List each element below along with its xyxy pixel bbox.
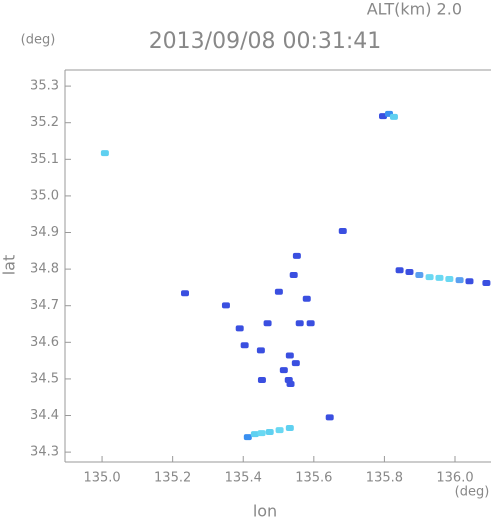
y-unit: (deg) — [21, 33, 56, 48]
y-tick-label: 34.8 — [30, 262, 59, 277]
echo-point — [389, 113, 398, 120]
echo-point — [465, 278, 474, 285]
echo-point — [181, 290, 189, 297]
y-tick-label: 34.3 — [30, 445, 59, 460]
altitude: ALT(km) 2.0 — [367, 0, 462, 19]
echo-point — [445, 275, 454, 282]
echo-point — [325, 414, 334, 421]
echo-point — [285, 424, 294, 431]
echo-point — [100, 150, 109, 157]
echo-point — [395, 267, 404, 274]
echo-point — [289, 271, 298, 278]
echo-point — [292, 252, 301, 259]
echo-point — [275, 427, 284, 434]
echo-point — [405, 269, 414, 276]
y-tick-label: 34.7 — [30, 298, 59, 313]
x-tick-label: 136.0 — [436, 471, 473, 486]
x-unit: (deg) — [455, 485, 490, 500]
echo-point — [257, 430, 266, 437]
echo-point — [455, 277, 464, 284]
x-tick-label: 135.2 — [154, 471, 191, 486]
x-axis-label: lon — [253, 502, 277, 521]
echo-point — [482, 280, 491, 287]
y-tick-label: 35.0 — [30, 188, 59, 203]
y-tick-label: 34.6 — [30, 335, 59, 350]
x-tick-label: 135.8 — [366, 471, 403, 486]
y-tick-label: 34.4 — [30, 408, 59, 423]
echo-point — [263, 320, 272, 327]
echo-point — [302, 295, 311, 302]
echo-point — [279, 367, 288, 374]
x-tick-label: 135.6 — [295, 471, 332, 486]
x-tick-label: 135.4 — [225, 471, 262, 486]
echo-point — [235, 325, 244, 332]
echo-point — [240, 342, 249, 349]
y-axis-label: lat — [0, 255, 19, 276]
echo-point — [265, 428, 274, 435]
echo-point — [306, 320, 315, 327]
echo-point — [285, 352, 294, 359]
echo-point — [221, 302, 230, 309]
y-tick-label: 34.9 — [30, 225, 59, 240]
echo-point — [435, 274, 444, 281]
echo-point — [257, 377, 266, 384]
y-tick-label: 35.3 — [30, 79, 59, 94]
echo-point — [415, 271, 424, 278]
chart-title: 2013/09/08 00:31:41 — [149, 29, 382, 54]
y-tick-label: 35.2 — [30, 115, 59, 130]
echo-point — [295, 320, 304, 327]
echo-point — [256, 347, 265, 354]
echo-point — [274, 288, 283, 295]
echo-point — [291, 360, 300, 367]
echo-point — [250, 431, 259, 438]
echo-point — [425, 274, 434, 281]
y-tick-label: 34.5 — [30, 371, 59, 386]
y-tick-label: 35.1 — [30, 152, 59, 167]
echo-point — [338, 228, 347, 235]
echo-point — [286, 381, 295, 388]
x-tick-label: 135.0 — [83, 471, 120, 486]
echo-point — [243, 434, 252, 441]
